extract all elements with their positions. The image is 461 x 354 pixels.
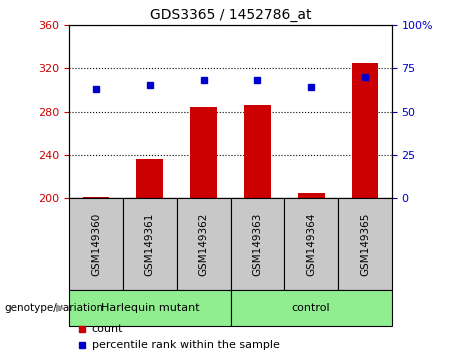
Text: GSM149361: GSM149361 bbox=[145, 212, 155, 276]
Bar bbox=[123, 198, 177, 290]
Text: GSM149363: GSM149363 bbox=[252, 212, 262, 276]
Bar bbox=[298, 193, 325, 198]
Text: GSM149365: GSM149365 bbox=[360, 212, 370, 276]
Bar bbox=[69, 198, 123, 290]
Bar bbox=[338, 198, 392, 290]
Bar bbox=[244, 105, 271, 198]
Text: count: count bbox=[92, 324, 123, 333]
Text: GSM149360: GSM149360 bbox=[91, 213, 101, 276]
Bar bbox=[230, 290, 392, 326]
Bar bbox=[284, 198, 338, 290]
Bar bbox=[190, 107, 217, 198]
Text: genotype/variation: genotype/variation bbox=[5, 303, 104, 313]
Text: Harlequin mutant: Harlequin mutant bbox=[100, 303, 199, 313]
Bar bbox=[136, 159, 163, 198]
Bar bbox=[69, 290, 230, 326]
Bar bbox=[83, 197, 109, 198]
Bar bbox=[351, 63, 378, 198]
Bar bbox=[177, 198, 230, 290]
Text: control: control bbox=[292, 303, 331, 313]
Text: GSM149364: GSM149364 bbox=[306, 212, 316, 276]
Text: GSM149362: GSM149362 bbox=[199, 212, 209, 276]
Bar bbox=[230, 198, 284, 290]
Text: ▶: ▶ bbox=[56, 303, 64, 313]
Text: percentile rank within the sample: percentile rank within the sample bbox=[92, 340, 280, 350]
Title: GDS3365 / 1452786_at: GDS3365 / 1452786_at bbox=[150, 8, 311, 22]
